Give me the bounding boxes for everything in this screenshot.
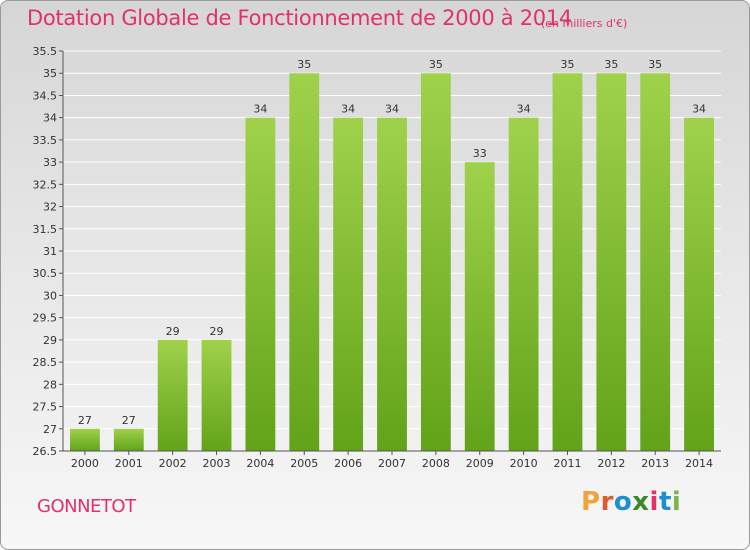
commune-name: GONNETOT [37, 496, 136, 517]
bar-value-label: 35 [429, 58, 443, 71]
x-tick-label: 2011 [553, 457, 581, 470]
bar-2004 [245, 117, 276, 452]
y-tick-label: 32 [43, 201, 57, 214]
y-tick-label: 34 [43, 112, 57, 125]
y-tick-label: 32.5 [33, 178, 58, 191]
x-tick-label: 2009 [466, 457, 494, 470]
bar-value-label: 35 [648, 58, 662, 71]
x-tick-label: 2000 [71, 457, 99, 470]
bar-2006 [333, 117, 364, 452]
bar-2009 [464, 162, 495, 451]
y-tick-label: 29.5 [33, 312, 58, 325]
bar-value-label: 34 [385, 103, 399, 116]
bar-2005 [289, 73, 320, 451]
chart-title: Dotation Globale de Fonctionnement de 20… [27, 6, 572, 30]
x-tick-label: 2006 [334, 457, 362, 470]
bar-2007 [377, 117, 407, 452]
bar-2008 [420, 73, 451, 451]
y-tick-label: 26.5 [33, 445, 58, 458]
bar-value-label: 34 [341, 103, 355, 116]
logo-letter: x [632, 487, 650, 517]
y-tick-label: 31 [43, 245, 57, 258]
y-tick-label: 33.5 [33, 134, 58, 147]
proxiti-logo: Proxiti [581, 487, 681, 517]
x-tick-label: 2007 [378, 457, 406, 470]
bar-value-label: 35 [560, 58, 574, 71]
y-tick-label: 33 [43, 156, 57, 169]
y-tick-label: 30.5 [33, 267, 58, 280]
bar-2011 [552, 73, 583, 451]
y-tick-label: 28 [43, 378, 57, 391]
x-tick-label: 2001 [115, 457, 143, 470]
x-tick-label: 2008 [422, 457, 450, 470]
y-tick-label: 34.5 [33, 89, 58, 102]
x-tick-label: 2003 [203, 457, 231, 470]
x-tick-label: 2013 [641, 457, 669, 470]
bar-2014 [684, 117, 714, 452]
logo-letter: o [613, 487, 633, 517]
y-tick-label: 30 [43, 289, 57, 302]
bar-2010 [508, 117, 539, 452]
y-tick-label: 27 [43, 423, 57, 436]
logo-letter: P [581, 487, 601, 517]
logo-letter: i [649, 487, 659, 517]
x-tick-label: 2002 [159, 457, 187, 470]
bar-value-label: 33 [473, 147, 487, 160]
bar-value-label: 29 [166, 325, 180, 338]
bar-value-label: 27 [122, 414, 136, 427]
bar-value-label: 29 [210, 325, 224, 338]
x-tick-label: 2005 [290, 457, 318, 470]
chart-subtitle: (en milliers d'€) [541, 17, 628, 30]
x-tick-label: 2010 [510, 457, 538, 470]
bar-value-label: 27 [78, 414, 92, 427]
x-tick-label: 2014 [685, 457, 713, 470]
bar-2000 [70, 428, 100, 451]
y-tick-label: 31.5 [33, 223, 58, 236]
y-tick-label: 27.5 [33, 401, 58, 414]
bar-2001 [113, 428, 144, 451]
x-tick-label: 2004 [246, 457, 274, 470]
logo-letter: r [600, 487, 614, 517]
bar-2002 [157, 339, 188, 451]
bar-2012 [596, 73, 627, 451]
bar-value-label: 35 [604, 58, 618, 71]
bar-value-label: 34 [517, 103, 531, 116]
y-tick-label: 35.5 [33, 45, 58, 58]
bar-value-label: 34 [692, 103, 706, 116]
logo-letter: t [658, 487, 672, 517]
bar-value-label: 35 [297, 58, 311, 71]
y-tick-label: 28.5 [33, 356, 58, 369]
y-tick-label: 35 [43, 67, 57, 80]
bar-value-label: 34 [253, 103, 267, 116]
y-tick-label: 29 [43, 334, 57, 347]
bar-2003 [201, 339, 232, 451]
x-tick-label: 2012 [597, 457, 625, 470]
logo-letter: i [671, 487, 682, 517]
bar-2013 [640, 73, 671, 451]
